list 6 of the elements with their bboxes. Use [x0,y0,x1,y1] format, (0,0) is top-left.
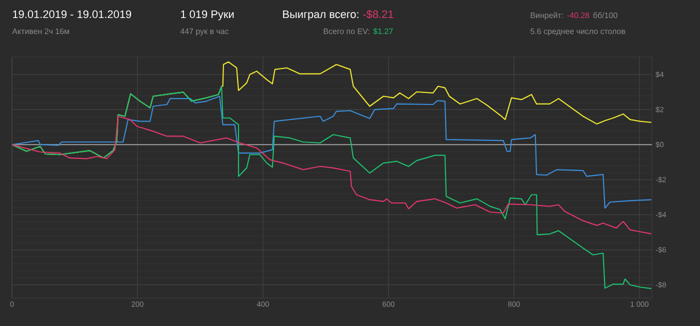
text: Выиграл всего: [283,10,358,20]
line-series [12,116,652,234]
line-series [12,86,652,290]
chart-title: 19.01.2019 - 19.01.2019 [13,10,132,18]
text: 1 019 Руки [181,10,234,20]
text: -$8.21 [363,10,394,19]
